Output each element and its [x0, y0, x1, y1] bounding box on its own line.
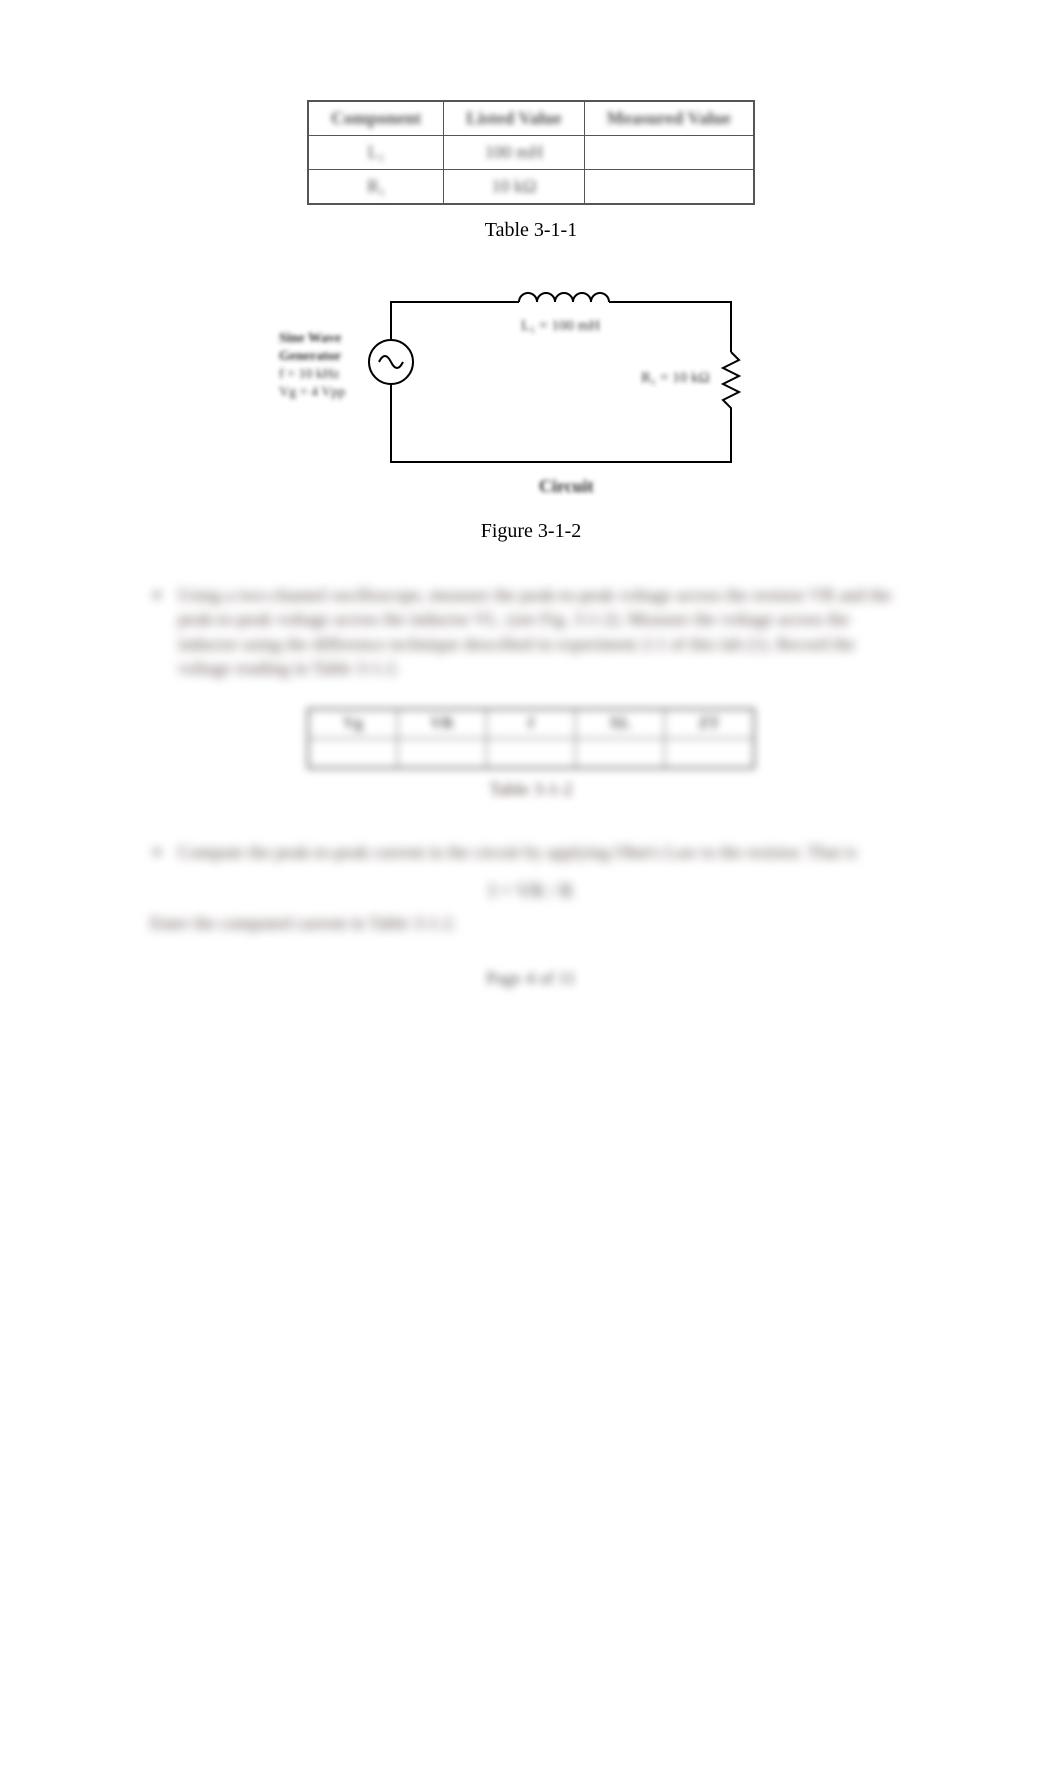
- cell: 10 kΩ: [444, 170, 585, 205]
- table-3-1-1-caption: Table 3-1-1: [150, 219, 912, 242]
- table-3-1-2-caption: Table 3-1-2: [150, 779, 912, 800]
- col-header: Vg: [308, 709, 398, 739]
- source-label-line: Vg = 4 Vpp: [279, 385, 345, 400]
- source-label-line: Sine Wave: [279, 331, 341, 346]
- figure-3-1-2: Sine Wave Generator f = 10 kHz Vg = 4 Vp…: [271, 282, 791, 543]
- source-label-line: f = 10 kHz: [279, 367, 339, 382]
- cell: L₁: [308, 136, 444, 170]
- table-row: Component Listed Value Measured Value: [308, 101, 754, 136]
- page-number: Page 4 of 11: [150, 968, 912, 989]
- cell: 100 mH: [444, 136, 585, 170]
- col-header: VR: [398, 709, 487, 739]
- source-label-line: Generator: [279, 349, 341, 364]
- table-3-1-1: Component Listed Value Measured Value L₁…: [307, 100, 755, 205]
- col-header: Component: [308, 101, 444, 136]
- table-row: Vg VR f XL ZT: [308, 709, 754, 739]
- col-header: ZT: [665, 709, 755, 739]
- table-3-1-2: Vg VR f XL ZT: [307, 708, 755, 769]
- cell: [584, 170, 754, 205]
- cell: R₁: [308, 170, 444, 205]
- cell: [665, 739, 755, 769]
- instruction-paragraph-2: Compute the peak-to-peak current in the …: [150, 840, 912, 864]
- table-row: L₁ 100 mH: [308, 136, 754, 170]
- resistor-label: R₁ = 10 kΩ: [641, 370, 710, 386]
- circuit-label: Circuit: [539, 476, 594, 496]
- cell: [584, 136, 754, 170]
- equation: I = VR / R: [150, 880, 912, 903]
- col-header: XL: [576, 709, 665, 739]
- table-row: [308, 739, 754, 769]
- table-row: R₁ 10 kΩ: [308, 170, 754, 205]
- cell: [487, 739, 576, 769]
- cell: [576, 739, 665, 769]
- cell: [308, 739, 398, 769]
- col-header: Listed Value: [444, 101, 585, 136]
- instruction-paragraph-1: Using a two-channel oscilloscope, measur…: [150, 583, 912, 680]
- inductor-label: L₁ = 100 mH: [521, 318, 600, 334]
- col-header: f: [487, 709, 576, 739]
- figure-3-1-2-caption: Figure 3-1-2: [271, 520, 791, 543]
- circuit-svg: Sine Wave Generator f = 10 kHz Vg = 4 Vp…: [271, 282, 791, 502]
- document-page: Component Listed Value Measured Value L₁…: [0, 0, 1062, 1777]
- footer-instruction: Enter the computed current in Table 3-1-…: [150, 913, 912, 934]
- col-header: Measured Value: [584, 101, 754, 136]
- cell: [398, 739, 487, 769]
